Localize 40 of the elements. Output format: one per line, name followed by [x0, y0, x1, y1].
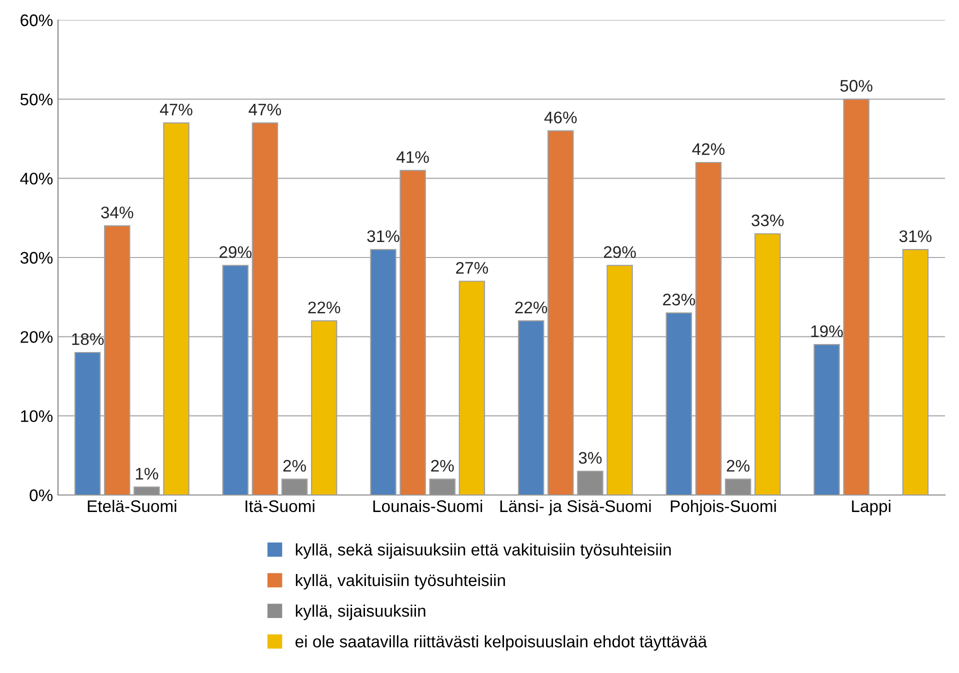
data-label: 2% — [726, 460, 750, 472]
data-label: 19% — [811, 325, 843, 338]
data-label: 1% — [136, 468, 158, 480]
y-tick-label: 60% — [20, 14, 53, 26]
legend-label: ei ole saatavilla riittävästi kelpoisuuslain ehdot täyttävää — [296, 635, 708, 651]
data-label: 27% — [456, 262, 488, 274]
data-label: 41% — [396, 151, 429, 163]
legend-label: kyllä, sijaisuuksiin — [296, 604, 426, 620]
data-label: 46% — [544, 112, 577, 124]
x-tick-label: Etelä-Suomi — [88, 500, 176, 512]
data-label: 18% — [72, 333, 104, 346]
data-label: 50% — [840, 80, 872, 92]
data-label: 2% — [431, 460, 454, 472]
data-label: 42% — [692, 143, 725, 155]
data-label: 34% — [101, 206, 134, 218]
x-tick-label: Pohjois-Suomi — [670, 500, 776, 516]
y-tick-label: 20% — [20, 331, 53, 343]
legend-label: kyllä, sekä sijaisuuksiin että vakituisiin työsuhteisiin — [296, 543, 671, 559]
data-label: 33% — [752, 214, 784, 226]
data-label: 22% — [308, 302, 340, 314]
y-tick-label: 50% — [20, 94, 53, 106]
data-label: 31% — [367, 230, 400, 242]
data-label: 47% — [248, 104, 282, 116]
y-tick-label: 40% — [20, 172, 53, 185]
legend-label: kyllä, vakituisiin työsuhteisiin — [296, 574, 505, 590]
data-label: 47% — [160, 104, 192, 116]
data-label: 23% — [663, 294, 695, 306]
y-tick-label: 30% — [20, 252, 53, 264]
y-tick-label: 10% — [21, 410, 53, 422]
y-tick-label: 0% — [30, 489, 53, 502]
data-label: 2% — [283, 460, 306, 472]
x-tick-label: Lappi — [852, 500, 890, 516]
x-tick-label: Itä-Suomi — [246, 500, 314, 512]
x-tick-label: Länsi- ja Sisä-Suomi — [500, 500, 651, 516]
data-label: 3% — [578, 452, 602, 464]
data-label: 29% — [220, 246, 252, 258]
data-label: 22% — [515, 302, 548, 314]
data-label: 31% — [899, 230, 932, 242]
data-label: 29% — [604, 246, 636, 258]
x-tick-label: Lounais-Suomi — [373, 500, 482, 512]
